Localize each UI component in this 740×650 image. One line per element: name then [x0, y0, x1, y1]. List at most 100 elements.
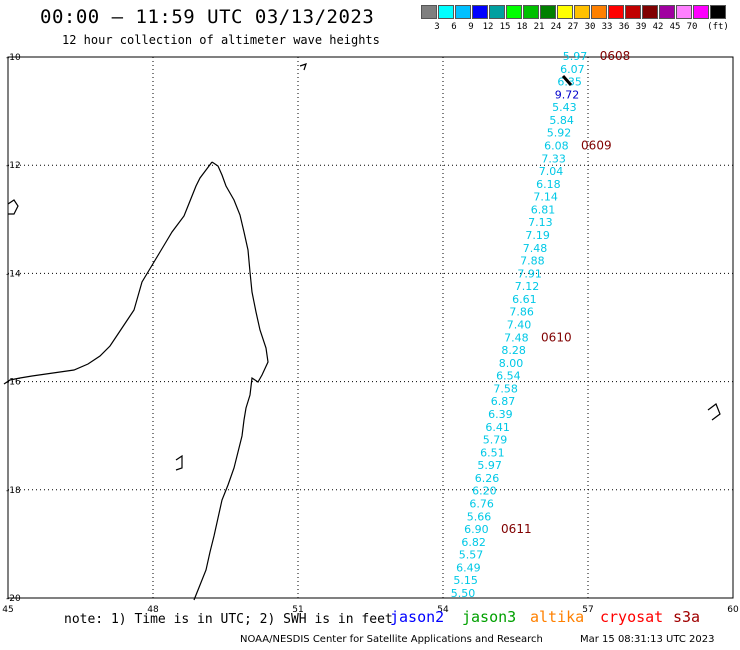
coastline [3, 63, 721, 601]
wave-height-label: 7.19 [525, 229, 550, 242]
legend-swatch [608, 5, 624, 19]
altimeter-track: 5.976.076.359.725.435.845.926.087.337.04… [451, 49, 631, 600]
islet [175, 454, 183, 471]
lon-tick-label: 45 [2, 605, 13, 615]
wave-height-label: 6.26 [475, 472, 500, 485]
axis-ticks: 45 48 51 54 57 60 -10 -12 -14 -16 -18 -20 [2, 53, 739, 615]
wave-height-label: 5.66 [467, 510, 492, 523]
wave-height-label: 8.28 [501, 344, 526, 357]
wave-height-label: 7.91 [517, 267, 542, 280]
wave-height-label: 6.82 [461, 536, 486, 549]
wave-height-label: 6.61 [512, 293, 537, 306]
time-label: 0610 [541, 330, 572, 344]
legend-swatch [676, 5, 692, 19]
wave-height-label: 6.20 [472, 485, 497, 498]
legend-swatch [421, 5, 437, 19]
time-label: 0608 [600, 49, 631, 63]
wave-height-label: 7.04 [539, 165, 564, 178]
lat-tick-label: -18 [6, 486, 21, 496]
islet [299, 63, 307, 71]
wave-height-label: 6.76 [469, 498, 494, 511]
wave-height-label: 7.48 [504, 331, 529, 344]
legend-label: 36 [618, 22, 630, 32]
lon-tick-label: 48 [147, 605, 159, 615]
legend-swatch [557, 5, 573, 19]
satellite-name: cryosat [600, 608, 664, 626]
legend-label: 24 [550, 22, 562, 32]
wave-height-label: 7.33 [541, 152, 566, 165]
legend-label: 15 [499, 22, 511, 32]
legend-label: 18 [516, 22, 528, 32]
map-subtitle: 12 hour collection of altimeter wave hei… [62, 33, 380, 47]
generated-timestamp: Mar 15 08:31:13 UTC 2023 [580, 634, 715, 645]
wave-height-label: 5.79 [483, 434, 508, 447]
wave-height-label: 7.12 [515, 280, 540, 293]
wave-height-label: 6.39 [488, 408, 513, 421]
lon-tick-label: 51 [292, 605, 303, 615]
legend-swatch [455, 5, 471, 19]
footnote: note: 1) Time is in UTC; 2) SWH is in fe… [64, 612, 393, 627]
wave-height-label: 5.50 [451, 587, 476, 600]
legend-swatch [574, 5, 590, 19]
legend-label: 3 [434, 22, 440, 32]
wave-height-label: 5.92 [547, 127, 572, 140]
wave-height-label: 8.00 [499, 357, 524, 370]
lon-tick-label: 57 [582, 605, 593, 615]
legend-label: 27 [567, 22, 579, 32]
credit: NOAA/NESDIS Center for Satellite Applica… [240, 634, 543, 645]
track-segment [561, 75, 573, 86]
satellite-name: jason3 [462, 608, 517, 626]
legend-label: 6 [451, 22, 457, 32]
wave-height-label: 7.86 [509, 306, 534, 319]
wave-height-label: 5.15 [453, 574, 478, 587]
legend-swatch [642, 5, 658, 19]
mauritius-coast [707, 403, 721, 421]
lon-tick-label: 54 [437, 605, 449, 615]
lon-tick-label: 60 [727, 605, 739, 615]
legend-swatch [625, 5, 641, 19]
wave-height-label: 6.08 [544, 140, 569, 153]
wave-height-label: 5.84 [549, 114, 574, 127]
wave-height-label: 9.72 [555, 88, 580, 101]
lat-tick-label: -16 [6, 378, 21, 388]
lat-tick-label: -20 [6, 594, 21, 604]
madagascar-coast [193, 161, 269, 601]
legend-swatch [659, 5, 675, 19]
legend-swatch [591, 5, 607, 19]
wave-height-label: 6.41 [485, 421, 510, 434]
legend-label: 39 [635, 22, 647, 32]
legend-label: 42 [652, 22, 664, 32]
map-frame [7, 56, 734, 599]
lat-tick-label: -14 [6, 269, 21, 279]
legend-swatch [438, 5, 454, 19]
wave-height-label: 5.97 [477, 459, 502, 472]
time-label: 0611 [501, 522, 532, 536]
legend-swatch [523, 5, 539, 19]
islet [7, 199, 19, 215]
wave-height-label: 6.49 [456, 561, 481, 574]
legend-swatch [710, 5, 726, 19]
legend-swatch [472, 5, 488, 19]
legend-label: 12 [482, 22, 494, 32]
wave-height-label: 7.48 [523, 242, 548, 255]
legend-swatch [489, 5, 505, 19]
legend-swatch [540, 5, 556, 19]
satellite-name: s3a [673, 608, 701, 626]
map-grid [7, 56, 734, 599]
legend-label: 21 [533, 22, 545, 32]
wave-height-label: 6.54 [496, 370, 521, 383]
wave-height-label: 6.07 [560, 63, 585, 76]
madagascar-north [3, 161, 213, 385]
wave-height-label: 7.40 [507, 319, 532, 332]
wave-height-label: 5.57 [459, 549, 484, 562]
wave-height-label: 6.81 [531, 203, 556, 216]
legend-label: 45 [669, 22, 681, 32]
wave-height-label: 7.13 [528, 216, 553, 229]
wave-height-label: 6.51 [480, 446, 505, 459]
wave-height-label: 7.88 [520, 255, 545, 268]
wave-height-label: 6.18 [536, 178, 561, 191]
wave-height-label: 5.97 [563, 50, 588, 63]
legend-label: 30 [584, 22, 596, 32]
